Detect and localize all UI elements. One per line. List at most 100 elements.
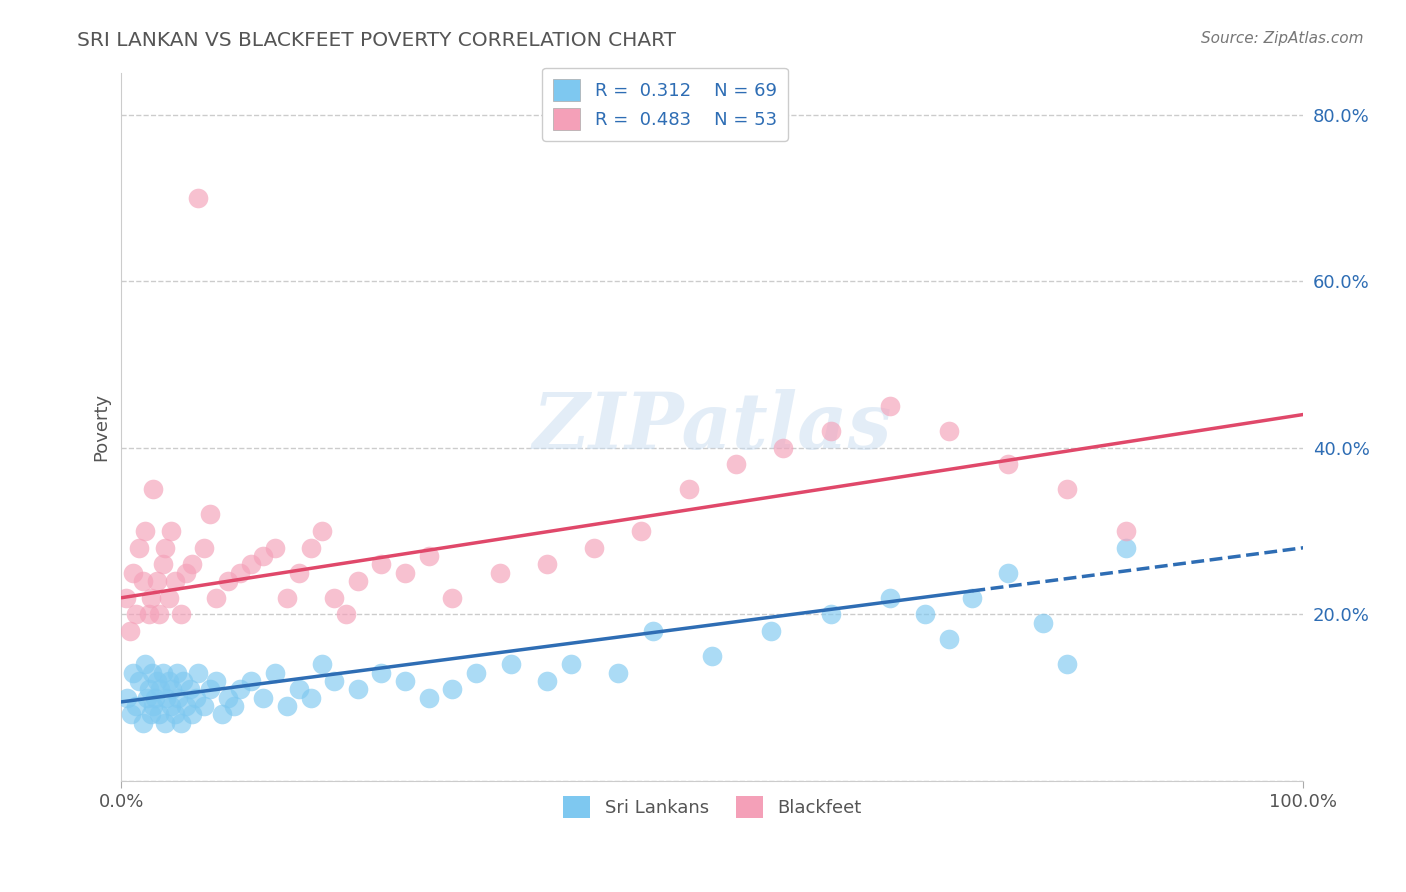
- Point: [167, 690, 190, 705]
- Point: [465, 665, 488, 680]
- Point: [702, 648, 724, 663]
- Point: [166, 665, 188, 680]
- Point: [536, 558, 558, 572]
- Point: [181, 707, 204, 722]
- Point: [820, 424, 842, 438]
- Point: [128, 673, 150, 688]
- Point: [184, 690, 207, 705]
- Point: [536, 673, 558, 688]
- Point: [122, 566, 145, 580]
- Point: [124, 699, 146, 714]
- Point: [560, 657, 582, 672]
- Point: [1115, 524, 1137, 538]
- Point: [299, 541, 322, 555]
- Point: [153, 541, 176, 555]
- Point: [264, 665, 287, 680]
- Point: [132, 715, 155, 730]
- Point: [198, 682, 221, 697]
- Point: [678, 483, 700, 497]
- Point: [139, 591, 162, 605]
- Point: [287, 566, 309, 580]
- Point: [252, 690, 274, 705]
- Point: [418, 690, 440, 705]
- Point: [176, 566, 198, 580]
- Point: [276, 591, 298, 605]
- Point: [148, 707, 170, 722]
- Point: [141, 665, 163, 680]
- Point: [311, 657, 333, 672]
- Point: [346, 682, 368, 697]
- Point: [143, 690, 166, 705]
- Point: [323, 673, 346, 688]
- Point: [157, 673, 180, 688]
- Point: [172, 673, 194, 688]
- Point: [606, 665, 628, 680]
- Point: [148, 607, 170, 622]
- Point: [1032, 615, 1054, 630]
- Point: [169, 715, 191, 730]
- Point: [139, 707, 162, 722]
- Point: [162, 682, 184, 697]
- Point: [1115, 541, 1137, 555]
- Point: [252, 549, 274, 563]
- Point: [115, 591, 138, 605]
- Point: [583, 541, 606, 555]
- Point: [370, 558, 392, 572]
- Point: [346, 574, 368, 588]
- Point: [1056, 483, 1078, 497]
- Y-axis label: Poverty: Poverty: [93, 392, 110, 461]
- Point: [394, 673, 416, 688]
- Point: [211, 707, 233, 722]
- Point: [142, 483, 165, 497]
- Point: [761, 624, 783, 638]
- Point: [160, 699, 183, 714]
- Point: [335, 607, 357, 622]
- Point: [441, 591, 464, 605]
- Text: SRI LANKAN VS BLACKFEET POVERTY CORRELATION CHART: SRI LANKAN VS BLACKFEET POVERTY CORRELAT…: [77, 31, 676, 50]
- Point: [222, 699, 245, 714]
- Point: [187, 191, 209, 205]
- Point: [370, 665, 392, 680]
- Point: [997, 458, 1019, 472]
- Point: [179, 682, 201, 697]
- Point: [287, 682, 309, 697]
- Point: [962, 591, 984, 605]
- Point: [938, 424, 960, 438]
- Point: [997, 566, 1019, 580]
- Point: [1056, 657, 1078, 672]
- Point: [169, 607, 191, 622]
- Point: [193, 541, 215, 555]
- Point: [488, 566, 510, 580]
- Point: [142, 699, 165, 714]
- Point: [117, 690, 139, 705]
- Point: [163, 574, 186, 588]
- Point: [134, 524, 156, 538]
- Point: [311, 524, 333, 538]
- Point: [724, 458, 747, 472]
- Point: [157, 591, 180, 605]
- Point: [136, 690, 159, 705]
- Point: [138, 607, 160, 622]
- Point: [879, 591, 901, 605]
- Point: [146, 574, 169, 588]
- Text: ZIPatlas: ZIPatlas: [533, 389, 891, 466]
- Point: [276, 699, 298, 714]
- Point: [138, 682, 160, 697]
- Point: [187, 665, 209, 680]
- Point: [160, 524, 183, 538]
- Point: [217, 690, 239, 705]
- Point: [441, 682, 464, 697]
- Point: [124, 607, 146, 622]
- Point: [772, 441, 794, 455]
- Point: [418, 549, 440, 563]
- Text: Source: ZipAtlas.com: Source: ZipAtlas.com: [1201, 31, 1364, 46]
- Point: [323, 591, 346, 605]
- Point: [501, 657, 523, 672]
- Point: [120, 707, 142, 722]
- Point: [163, 707, 186, 722]
- Point: [264, 541, 287, 555]
- Point: [198, 508, 221, 522]
- Point: [914, 607, 936, 622]
- Point: [155, 690, 177, 705]
- Point: [240, 673, 263, 688]
